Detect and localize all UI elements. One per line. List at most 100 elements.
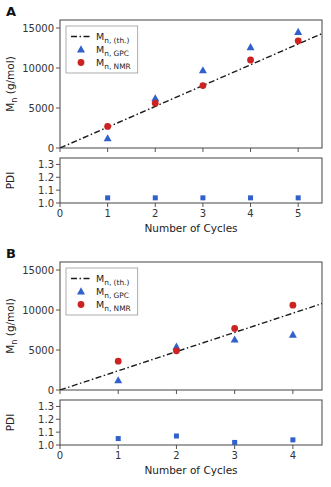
y-tick-label: 5000 (29, 103, 54, 114)
y-tick-label: 1.2 (38, 172, 54, 183)
y-tick-label: 1.0 (38, 440, 54, 451)
x-tick (176, 445, 177, 449)
x-tick (234, 445, 235, 449)
x-tick (250, 203, 251, 207)
chart-root: 050001000015000Mn (g/mol)AMn, (th.)Mn, G… (0, 0, 331, 487)
data-point (115, 358, 122, 365)
y-tick (56, 164, 60, 165)
x-tick-label: 3 (200, 208, 206, 219)
line-series (60, 304, 322, 390)
legend-swatch (78, 59, 85, 66)
x-tick (202, 203, 203, 207)
data-point (295, 37, 302, 44)
y-tick (56, 270, 60, 271)
plot-background (60, 262, 322, 390)
x-tick (107, 148, 108, 152)
x-tick-label: 2 (173, 450, 179, 461)
legend-swatch (71, 278, 91, 279)
data-point (232, 440, 237, 445)
y-tick-label: 1.0 (38, 198, 54, 209)
y-tick (56, 445, 60, 446)
x-tick (292, 390, 293, 394)
y-axis-label: Mn (g/mol) (4, 56, 19, 112)
y-tick (56, 419, 60, 420)
legend: Mn, (th.)Mn, GPCMn, NMR (66, 26, 138, 73)
x-tick (118, 445, 119, 449)
legend-label: Mn, NMR (96, 299, 131, 313)
legend: Mn, (th.)Mn, GPCMn, NMR (66, 268, 138, 315)
data-point (105, 195, 110, 200)
line-series (60, 34, 322, 148)
y-tick (56, 406, 60, 407)
plot-frame (60, 20, 322, 148)
data-point (289, 302, 296, 309)
x-tick-label: 0 (57, 450, 63, 461)
y-tick (56, 177, 60, 178)
legend-label: Mn, (th.) (96, 273, 129, 287)
data-point (173, 347, 180, 354)
plot-background (60, 400, 322, 445)
x-tick (60, 445, 61, 449)
data-point (152, 100, 159, 107)
y-tick-label: 1.1 (38, 427, 54, 438)
plot-frame (60, 400, 322, 445)
x-tick-label: 2 (152, 208, 158, 219)
legend-frame (66, 26, 138, 73)
x-tick-label: 5 (295, 208, 301, 219)
legend-swatch (77, 287, 85, 294)
x-tick (60, 148, 61, 152)
legend-label: Mn, (th.) (96, 31, 129, 45)
legend-label: Mn, GPC (96, 44, 129, 58)
legend-swatch (77, 45, 85, 52)
legend-frame (66, 268, 138, 315)
y-tick (56, 350, 60, 351)
y-axis-label: Mn (g/mol) (4, 298, 19, 354)
y-tick-label: 0 (48, 385, 54, 396)
x-tick (234, 390, 235, 394)
data-point (200, 195, 205, 200)
x-tick (202, 148, 203, 152)
x-tick (155, 203, 156, 207)
x-tick (298, 203, 299, 207)
data-point (290, 437, 295, 442)
data-point (174, 434, 179, 439)
x-tick (118, 390, 119, 394)
data-point (153, 195, 158, 200)
y-tick-label: 1.2 (38, 414, 54, 425)
data-point (116, 436, 121, 441)
y-tick-label: 1.3 (38, 401, 54, 412)
plot-frame (60, 158, 322, 203)
x-tick (298, 148, 299, 152)
data-group (60, 28, 322, 148)
data-point (231, 325, 238, 332)
data-point (248, 195, 253, 200)
data-point (247, 43, 255, 50)
data-point (104, 123, 111, 130)
data-group (105, 195, 301, 200)
y-tick (56, 310, 60, 311)
y-tick-label: 1.1 (38, 185, 54, 196)
plot-background (60, 20, 322, 148)
data-point (104, 134, 112, 141)
y-tick-label: 10000 (22, 63, 54, 74)
y-tick (56, 190, 60, 191)
y-tick (56, 68, 60, 69)
y-tick-label: 10000 (22, 305, 54, 316)
y-axis-label: PDI (4, 172, 16, 190)
data-point (199, 66, 207, 73)
legend-swatch (78, 301, 85, 308)
data-point (296, 195, 301, 200)
data-point (200, 82, 207, 89)
y-tick (56, 203, 60, 204)
x-tick (107, 203, 108, 207)
y-tick (56, 108, 60, 109)
plot-frame (60, 262, 322, 390)
x-tick (60, 203, 61, 207)
panel-label: A (6, 4, 16, 19)
y-tick (56, 390, 60, 391)
x-tick-label: 3 (231, 450, 237, 461)
x-tick-label: 0 (57, 208, 63, 219)
plot-background (60, 158, 322, 203)
legend-label: Mn, NMR (96, 57, 131, 71)
legend-label: Mn, GPC (96, 286, 129, 300)
